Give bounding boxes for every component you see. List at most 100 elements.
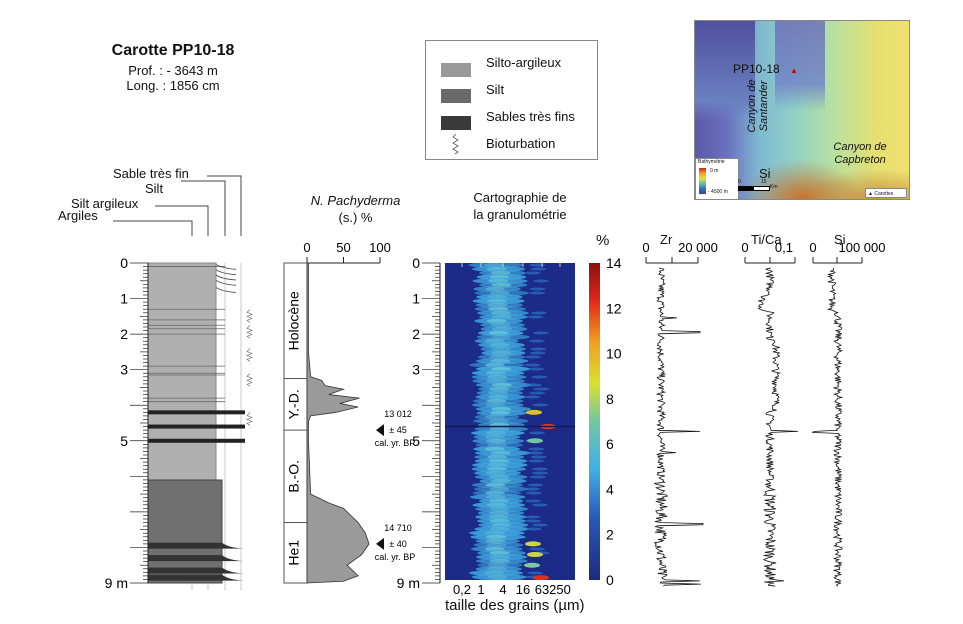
- date-value: 13 012: [384, 409, 412, 419]
- heatmap-hotspot: [524, 562, 540, 568]
- heatmap-cell: [527, 315, 544, 319]
- heatmap-cell: [489, 427, 510, 431]
- geochem-curve-si: [811, 267, 844, 587]
- heatmap-cell: [533, 387, 550, 391]
- legend-swatch-silt: [441, 89, 471, 103]
- heatmap-cell: [487, 443, 508, 447]
- heatmap-cell: [485, 491, 506, 495]
- heatmap-cell: [491, 327, 512, 331]
- heatmap-cell: [527, 451, 544, 455]
- pachyderma-title: N. Pachyderma: [310, 193, 401, 208]
- geochem-curve-ti-ca: [757, 267, 799, 587]
- pachy-tick-label: 0: [303, 240, 310, 255]
- core-location-label: PP10-18: [733, 62, 780, 76]
- heatmap-cell: [487, 575, 508, 579]
- heatmap-cell: [532, 403, 549, 407]
- granulo-title: la granulométrie: [473, 207, 567, 222]
- chrono-zone-label: Y.-D.: [286, 389, 302, 419]
- granulo-x-tick-label: 4: [499, 582, 506, 597]
- geochem-plots: 0 20 000 0 0,1 0 100 000: [642, 240, 886, 587]
- heatmap-cell: [489, 459, 510, 463]
- heatmap-cell: [484, 447, 505, 451]
- heatmap-cell: [489, 343, 510, 347]
- heatmap-cell: [484, 363, 505, 367]
- bioturbation-icon: [246, 325, 253, 339]
- heatmap-cell: [486, 379, 507, 383]
- granulo-x-tick-label: 250: [549, 582, 571, 597]
- heatmap-cell: [488, 395, 509, 399]
- sand-bed: [148, 555, 222, 562]
- heatmap-cell: [491, 347, 512, 351]
- scale-label: 15: [761, 179, 767, 185]
- heatmap-cell: [486, 467, 507, 471]
- heatmap-cell: [488, 515, 509, 519]
- date-unit: cal. yr. BP: [375, 438, 416, 448]
- heatmap-cell: [525, 519, 542, 523]
- heatmap-cell: [530, 311, 547, 315]
- geochem-tick-label: 0: [809, 240, 816, 255]
- heatmap-cell: [485, 471, 506, 475]
- heatmap-cell: [524, 487, 541, 491]
- depth-tick-label: 0: [120, 255, 128, 271]
- heatmap-cell: [489, 527, 510, 531]
- sand-lamina: [215, 263, 237, 270]
- heatmap-cell: [487, 463, 508, 467]
- heatmap-cell: [529, 547, 546, 551]
- heatmap-cell: [486, 299, 507, 303]
- core-depth: Prof. : - 3643 m: [128, 63, 218, 78]
- heatmap-cell: [485, 483, 506, 487]
- heatmap-cell: [527, 483, 544, 487]
- sand-tail: [222, 555, 244, 562]
- grain-leader-lines: [113, 175, 242, 236]
- heatmap-cell: [491, 315, 512, 319]
- sand-tail: [222, 574, 244, 581]
- sand-lamina: [215, 269, 237, 276]
- heatmap-cell: [532, 471, 549, 475]
- heatmap-cell: [530, 267, 547, 271]
- heatmap-cell: [530, 347, 547, 351]
- colorbar-tick-label: 4: [606, 481, 614, 497]
- heatmap-cell: [486, 503, 507, 507]
- heatmap-cell: [528, 447, 545, 451]
- scale-label: 0: [738, 179, 741, 185]
- map-deep-area: [695, 21, 755, 121]
- depth-tick-label: 1: [120, 291, 128, 307]
- date-marker-icon: [376, 424, 384, 437]
- heatmap-hotspot: [533, 575, 549, 580]
- heatmap-cell: [491, 407, 512, 411]
- canyon-label-line: Capbreton: [834, 154, 886, 166]
- heatmap-cell: [489, 475, 510, 479]
- heatmap-cell: [489, 487, 510, 491]
- heatmap-cell: [486, 543, 507, 547]
- date-value: 14 710: [384, 523, 412, 533]
- heatmap-cell: [491, 367, 512, 371]
- heatmap-cell: [487, 563, 508, 567]
- granulo-title: Cartographie de: [473, 190, 567, 205]
- pachy-tick-label: 50: [336, 240, 350, 255]
- sand-tail: [222, 542, 244, 549]
- grain-label-argiles: Argiles: [58, 208, 98, 223]
- heatmap-cell: [529, 431, 546, 435]
- heatmap-cell: [487, 295, 508, 299]
- heatmap-cell: [491, 383, 512, 387]
- heatmap-cell: [485, 287, 506, 291]
- colorbar-tick-label: 2: [606, 527, 614, 543]
- pachyderma-unit: (s.) %: [338, 210, 373, 225]
- geochem-tick-label: 20 000: [678, 240, 718, 255]
- heatmap-cell: [491, 335, 512, 339]
- heatmap-cell: [473, 418, 529, 424]
- core-marker-icon: ▲: [790, 66, 798, 75]
- chrono-zone-label: B.-O.: [286, 460, 302, 493]
- granulo-x-tick-label: 63: [535, 582, 549, 597]
- colorbar-tick-label: 10: [606, 346, 622, 362]
- heatmap-cell: [486, 535, 507, 539]
- map-deep-area: [775, 21, 825, 111]
- heatmap-cell: [531, 375, 548, 379]
- bathy-bottom: - 4500 m: [708, 189, 728, 195]
- heatmap-cell: [524, 363, 541, 367]
- heatmap-cell: [489, 355, 510, 359]
- legend: Silto-argileux Silt Sables très fins Bio…: [425, 40, 598, 160]
- depth-tick-label: 3: [120, 362, 128, 378]
- heatmap-cell: [484, 263, 505, 267]
